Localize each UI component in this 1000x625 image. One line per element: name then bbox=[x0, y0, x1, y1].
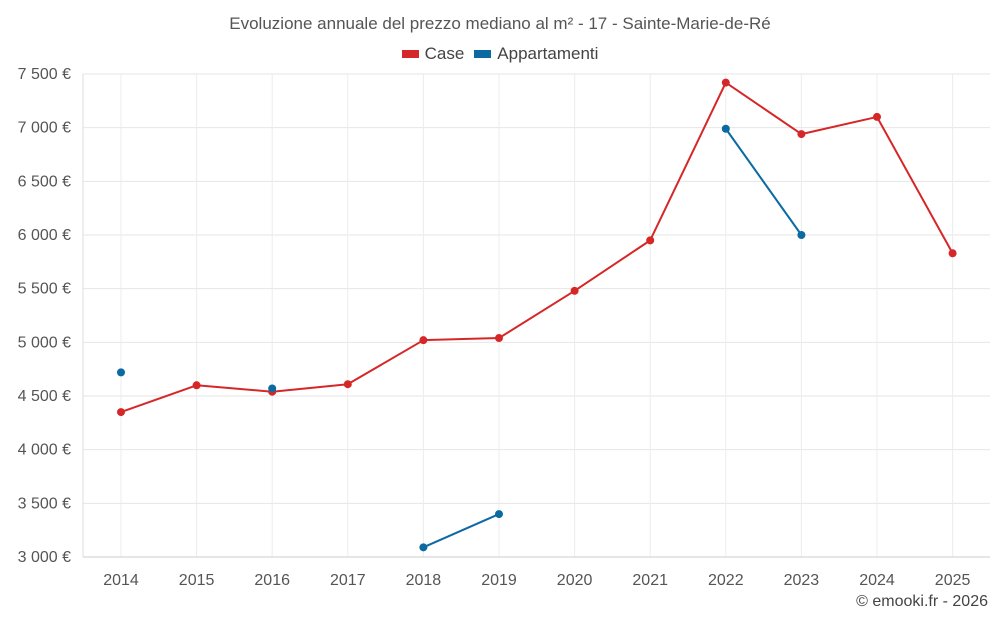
x-tick-label: 2023 bbox=[784, 572, 820, 589]
y-tick-label: 5 500 € bbox=[18, 281, 71, 298]
x-tick-label: 2015 bbox=[179, 572, 215, 589]
series-line-case bbox=[120, 81, 954, 414]
data-point-case[interactable] bbox=[570, 286, 579, 295]
data-point-appartamenti[interactable] bbox=[495, 510, 503, 519]
x-tick-label: 2014 bbox=[103, 572, 139, 589]
data-point-appartamenti[interactable] bbox=[117, 368, 125, 377]
data-point-appartamenti[interactable] bbox=[419, 543, 428, 552]
data-point-case[interactable] bbox=[797, 130, 806, 139]
y-tick-label: 7 000 € bbox=[18, 120, 71, 137]
chart-legend: Case Appartamenti bbox=[0, 44, 1000, 64]
data-point-case[interactable] bbox=[948, 249, 957, 258]
legend-swatch-case bbox=[401, 50, 419, 58]
data-point-case[interactable] bbox=[873, 112, 881, 121]
data-point-appartamenti[interactable] bbox=[797, 231, 806, 239]
data-point-case[interactable] bbox=[117, 408, 125, 417]
y-tick-label: 4 500 € bbox=[18, 388, 71, 405]
y-tick-label: 5 000 € bbox=[18, 334, 71, 351]
y-tick-label: 7 500 € bbox=[18, 66, 71, 83]
legend-label-appartamenti: Appartamenti bbox=[497, 44, 599, 63]
legend-item-case[interactable]: Case bbox=[401, 44, 465, 64]
x-tick-label: 2019 bbox=[481, 572, 517, 589]
x-tick-label: 2021 bbox=[632, 572, 668, 589]
series-layer bbox=[117, 78, 957, 552]
y-tick-label: 3 000 € bbox=[18, 549, 71, 566]
x-tick-label: 2016 bbox=[254, 572, 290, 589]
data-point-case[interactable] bbox=[495, 334, 503, 343]
series-line-appartamenti bbox=[724, 128, 803, 236]
data-point-case[interactable] bbox=[343, 380, 352, 389]
data-point-case[interactable] bbox=[646, 236, 655, 245]
series-line-appartamenti bbox=[422, 513, 500, 549]
data-point-appartamenti[interactable] bbox=[721, 124, 730, 133]
x-tick-label: 2022 bbox=[708, 572, 744, 589]
axis-layer: 3 000 € 3 500 € 4 000 € 4 500 € 5 000 € 5 500… bbox=[18, 66, 990, 589]
grid-layer bbox=[83, 73, 990, 558]
y-tick-label: 3 500 € bbox=[18, 495, 71, 512]
data-point-case[interactable] bbox=[419, 336, 428, 345]
legend-label-case: Case bbox=[424, 44, 465, 63]
x-tick-label: 2024 bbox=[859, 572, 895, 589]
copyright-text: © emooki.fr - 2026 bbox=[856, 593, 988, 610]
x-tick-label: 2025 bbox=[935, 572, 971, 589]
data-point-case[interactable] bbox=[192, 381, 201, 390]
x-tick-label: 2020 bbox=[557, 572, 593, 589]
x-tick-label: 2017 bbox=[330, 572, 366, 589]
chart-title: Evoluzione annuale del prezzo mediano al… bbox=[229, 14, 771, 33]
data-point-case[interactable] bbox=[721, 78, 730, 87]
y-tick-label: 4 000 € bbox=[18, 442, 71, 459]
data-point-appartamenti[interactable] bbox=[268, 384, 277, 393]
legend-swatch-appartamenti bbox=[474, 50, 492, 58]
y-tick-label: 6 500 € bbox=[18, 173, 71, 190]
y-tick-label: 6 000 € bbox=[18, 227, 71, 244]
x-tick-label: 2018 bbox=[406, 572, 442, 589]
legend-item-appartamenti[interactable]: Appartamenti bbox=[474, 44, 598, 64]
